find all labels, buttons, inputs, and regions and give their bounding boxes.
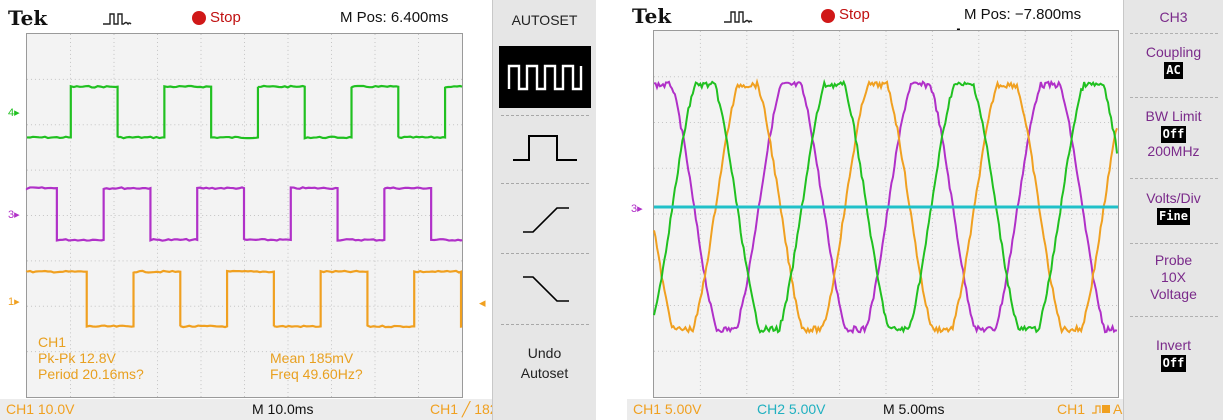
brand-logo: Tek [632,4,672,28]
ch2-scale: CH2 5.00V [757,401,826,417]
pulse-trigger-icon [724,11,753,24]
invert-menu-button[interactable]: Invert Off [1124,337,1223,372]
measure-channel: CH1 [38,334,67,350]
probe-type: Voltage [1150,286,1197,302]
measure-mean: Mean 185mV [270,350,354,366]
ch1-ground-marker: 1▸ [8,296,20,308]
ch1-scale: CH1 5.00V [633,401,702,417]
trigger-level-marker-icon: ◂ [479,295,486,310]
undo-label: Undo [527,345,562,361]
measure-pk-pk: Pk-Pk 12.8V [38,350,116,366]
single-cycle-square-icon [513,135,577,161]
probe-menu-button[interactable]: Probe 10X Voltage [1124,252,1223,303]
ch3-ground-marker: 3▸ [631,203,643,215]
invert-value: Off [1160,355,1187,372]
ch3-trace [25,186,463,242]
ch4-trace [653,78,1118,334]
volts-div-label: Volts/Div [1146,190,1201,206]
waveform-display [653,31,1118,397]
multi-cycle-square-icon [507,64,583,91]
ch3-trace [654,79,1118,335]
autoset-rising-edge-button[interactable] [499,188,591,250]
run-state: Stop [839,6,870,23]
pulse-trigger-icon [103,13,132,26]
ch3-ground-marker: 3▸ [8,209,20,221]
measurement-readouts-left: CH1 Pk-Pk 12.8V Period 20.16ms? [38,334,144,382]
volts-div-value: Fine [1157,208,1190,225]
run-state: Stop [210,9,241,26]
waveform-display [25,34,463,397]
oscilloscope-screen-right: Tek Stop M Pos: −7.800ms ⬇ 3▸ CH1 5.00V … [627,0,1223,420]
ch1-scale: CH1 10.0V [6,401,75,417]
ch4-ground-marker: 4▸ [8,107,20,119]
undo-autoset-button[interactable]: Undo Autoset [493,345,596,381]
bw-limit-menu-button[interactable]: BW Limit Off 200MHz [1124,108,1223,160]
timebase: M 10.0ms [252,401,314,417]
timebase: M 5.00ms [883,401,945,417]
measurement-readouts-right: Mean 185mV Freq 49.60Hz? [270,350,363,382]
stop-indicator-icon [192,11,206,25]
brand-logo: Tek [8,6,48,30]
graticule-grid [27,34,462,397]
ch1-trace [25,269,463,329]
side-menu-title: CH3 [1159,9,1188,25]
autoset-label: Autoset [520,365,569,381]
probe-label: Probe [1154,252,1193,268]
side-menu-title: AUTOSET [511,12,578,28]
autoset-falling-edge-button[interactable] [499,257,591,319]
probe-value: 10X [1161,269,1186,285]
bw-limit-frequency: 200MHz [1147,143,1200,159]
oscilloscope-screen-left: Tek Stop M Pos: 6.400ms ⬇ 4▸ 3▸ 1▸ ◂ CH1… [0,0,596,420]
measure-freq: Freq 49.60Hz? [270,366,363,382]
stop-indicator-icon [821,9,835,23]
horizontal-position: M Pos: −7.800ms [964,6,1082,23]
autoset-multi-cycle-button[interactable] [499,46,591,108]
bw-limit-value: Off [1160,126,1187,143]
coupling-value: AC [1164,62,1183,79]
ch1-trace [653,78,1118,336]
falling-edge-icon [523,276,569,302]
graticule [25,33,463,398]
ch4-trace [26,84,463,140]
status-bar: Tek Stop M Pos: 6.400ms [0,0,490,33]
coupling-label: Coupling [1145,44,1202,60]
measure-period: Period 20.16ms? [38,366,144,382]
trigger-coupling-icon [1092,405,1110,414]
volts-div-menu-button[interactable]: Volts/Div Fine [1124,190,1223,225]
horizontal-position: M Pos: 6.400ms [340,9,449,26]
status-bar: Tek Stop M Pos: −7.800ms [627,0,1119,33]
autoset-side-menu: AUTOSET Undo Autoset [492,0,596,420]
coupling-menu-button[interactable]: Coupling AC [1124,44,1223,79]
channel-side-menu: CH3 Coupling AC BW Limit Off 200MHz Volt… [1123,0,1223,420]
trigger-readout: CH1 [1057,401,1086,417]
rising-edge-icon [523,207,569,233]
bw-limit-label: BW Limit [1145,108,1202,124]
graticule [653,30,1119,398]
bottom-status-bar: CH1 5.00V CH2 5.00V M 5.00ms CH1 All [627,399,1129,420]
autoset-single-cycle-button[interactable] [499,118,591,180]
invert-label: Invert [1155,337,1191,353]
